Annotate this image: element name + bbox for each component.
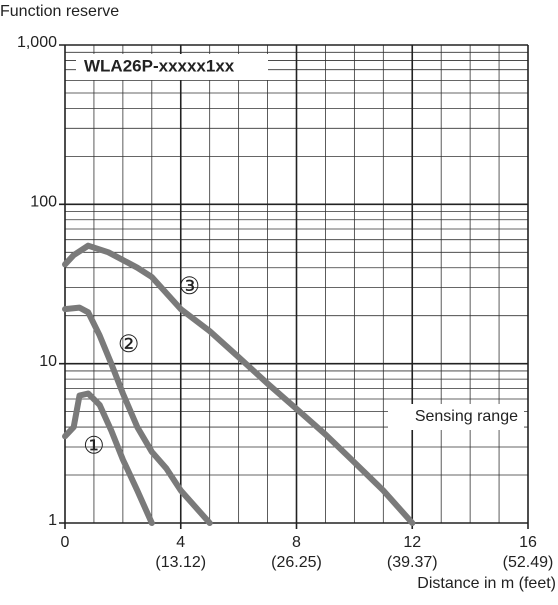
data-line	[62, 242, 416, 526]
x-tick-label: 16	[519, 534, 537, 551]
x-tick-sublabel: (39.37)	[387, 554, 438, 571]
title-box	[76, 54, 268, 80]
series-label: ②	[118, 331, 140, 358]
annotation-box	[388, 404, 524, 430]
x-tick-label: 0	[61, 534, 70, 551]
y-axis-label: Function reserve	[0, 3, 119, 20]
series-label: ①	[83, 432, 105, 459]
x-tick-sublabel: (13.12)	[155, 554, 206, 571]
series-label: ③	[179, 273, 201, 300]
data-line	[62, 390, 155, 526]
y-tick-label: 1,000	[17, 34, 57, 51]
x-axis-label: Distance in m (feet)	[417, 575, 556, 592]
x-tick-label: 8	[292, 534, 301, 551]
x-tick-label: 4	[176, 534, 185, 551]
x-tick-label: 12	[403, 534, 421, 551]
y-tick-label: 1	[48, 512, 57, 529]
y-tick-label: 100	[30, 194, 57, 211]
chart-title: WLA26P-xxxxx1xx	[84, 56, 235, 75]
x-tick-sublabel: (52.49)	[503, 554, 554, 571]
y-tick-label: 10	[39, 353, 57, 370]
annotation: Sensing range	[415, 408, 518, 425]
x-tick-sublabel: (26.25)	[271, 554, 322, 571]
data-line	[62, 304, 213, 526]
